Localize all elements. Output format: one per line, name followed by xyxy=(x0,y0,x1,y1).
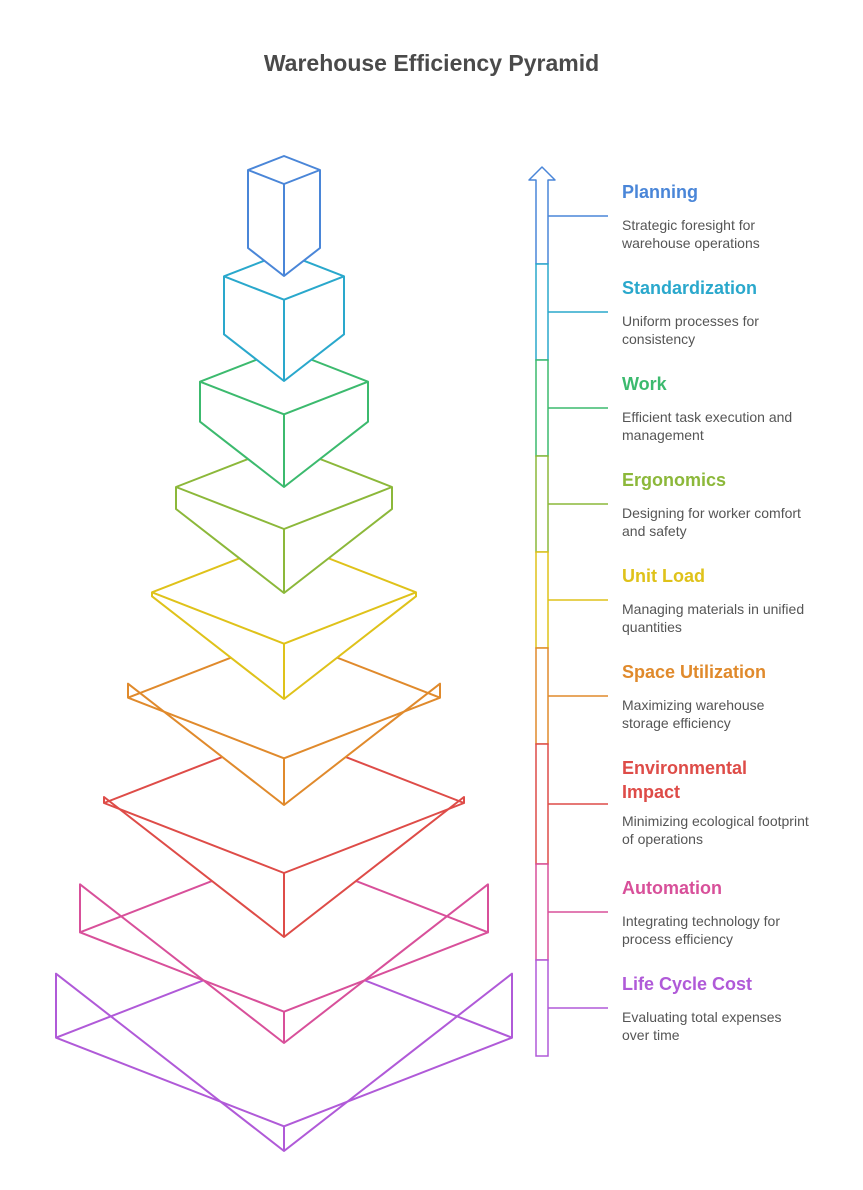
progress-segment-standardization xyxy=(535,263,608,361)
level-title-ergonomics: Ergonomics xyxy=(622,470,727,490)
level-description-ergonomics: Designing for worker comfort and safety xyxy=(622,505,801,539)
level-title-environmental-impact: Environmental Impact xyxy=(622,758,748,802)
progress-segment-life-cycle-cost xyxy=(535,959,608,1057)
level-title-standardization: Standardization xyxy=(622,278,758,298)
level-description-space-utilization: Maximizing warehouse storage efficiency xyxy=(622,697,765,731)
level-description-life-cycle-cost: Evaluating total expenses over time xyxy=(622,1009,782,1043)
progress-segment-planning xyxy=(528,166,608,265)
level-description-standardization: Uniform processes for consistency xyxy=(622,313,759,347)
level-description-environmental-impact: Minimizing ecological footprint of opera… xyxy=(622,813,809,847)
progress-segment-automation xyxy=(535,863,608,961)
level-title-unit-load: Unit Load xyxy=(622,566,705,586)
page-title: Warehouse Efficiency Pyramid xyxy=(263,50,600,76)
progress-segment-work xyxy=(535,359,608,457)
level-title-work: Work xyxy=(622,374,667,394)
level-title-automation: Automation xyxy=(622,878,722,898)
pyramid-block-automation xyxy=(79,852,489,1044)
pyramid-block-planning xyxy=(247,155,321,277)
level-title-space-utilization: Space Utilization xyxy=(622,662,767,682)
level-description-planning: Strategic foresight for warehouse operat… xyxy=(622,217,760,251)
level-title-planning: Planning xyxy=(622,182,698,202)
progress-segment-space-utilization xyxy=(535,647,608,745)
level-description-automation: Integrating technology for process effic… xyxy=(622,913,780,947)
level-description-work: Efficient task execution and management xyxy=(622,409,793,443)
level-description-unit-load: Managing materials in unified quantities xyxy=(622,601,805,635)
progress-segment-unit-load xyxy=(535,551,608,649)
level-title-life-cycle-cost: Life Cycle Cost xyxy=(622,974,753,994)
progress-segment-environmental-impact xyxy=(535,743,608,865)
progress-segment-ergonomics xyxy=(535,455,608,553)
